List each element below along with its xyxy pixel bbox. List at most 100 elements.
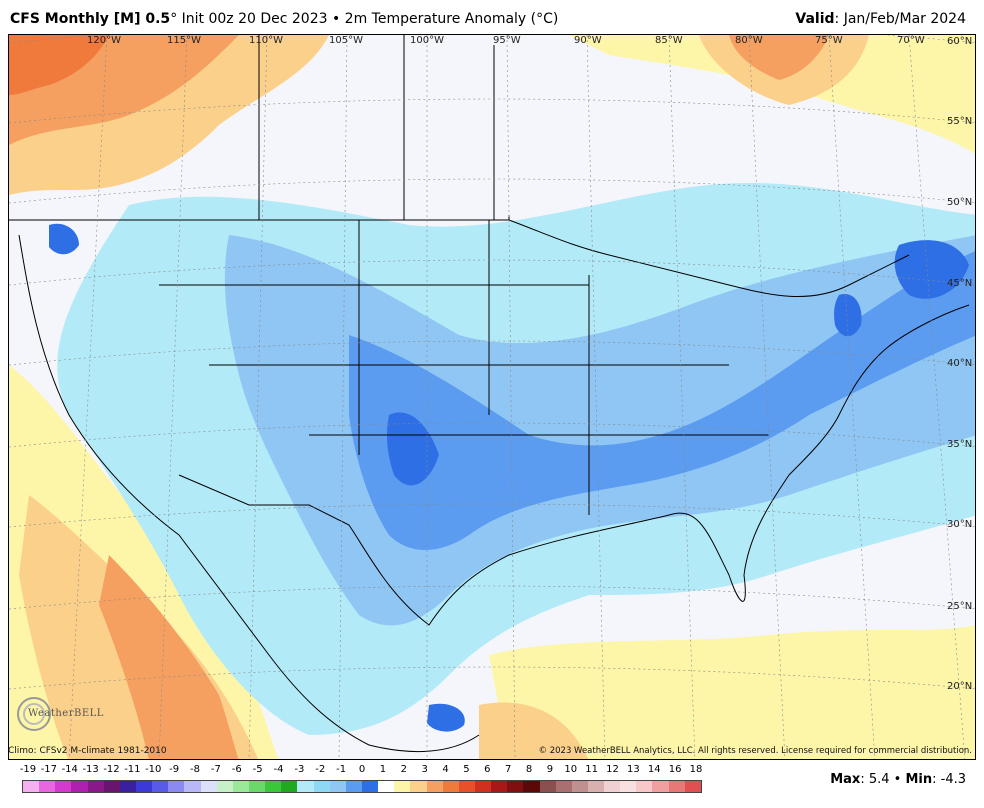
legend-swatch bbox=[604, 781, 621, 792]
lon-label-75w: 75°W bbox=[815, 35, 843, 46]
legend-label: 10 bbox=[564, 764, 578, 775]
cool-core-southern-plains bbox=[386, 412, 439, 486]
legend-swatch bbox=[652, 781, 669, 792]
legend-label: -4 bbox=[273, 764, 284, 775]
legend-swatch bbox=[184, 781, 201, 792]
lat-label-50n: 50°N bbox=[947, 197, 973, 208]
valid-period: Valid: Jan/Feb/Mar 2024 bbox=[795, 11, 966, 27]
legend-label: 7 bbox=[504, 764, 512, 775]
lat-label-55n: 55°N bbox=[947, 116, 973, 127]
legend-swatch bbox=[265, 781, 282, 792]
legend-label: 11 bbox=[585, 764, 598, 775]
legend-swatch bbox=[55, 781, 72, 792]
legend-label: 4 bbox=[442, 764, 449, 775]
legend-swatch bbox=[458, 781, 475, 792]
lon-label-115w: 115°W bbox=[167, 35, 201, 46]
anomaly-map: 120°W 115°W 110°W 105°W 100°W 95°W 90°W … bbox=[8, 34, 976, 760]
legend-swatch bbox=[571, 781, 588, 792]
lon-label-70w: 70°W bbox=[897, 35, 925, 46]
logo-swirl-icon bbox=[17, 697, 51, 731]
lat-label-45n: 45°N bbox=[947, 278, 973, 289]
lon-label-80w: 80°W bbox=[735, 35, 763, 46]
legend-swatch bbox=[426, 781, 443, 792]
warm-region-central-america bbox=[479, 702, 589, 759]
map-title-model: CFS Monthly [M] 0.5 bbox=[10, 11, 171, 27]
great-lakes-border bbox=[508, 219, 910, 298]
legend-swatch bbox=[620, 781, 637, 792]
logo-text: WeatherBELL bbox=[28, 708, 104, 719]
lon-label-105w: 105°W bbox=[329, 35, 363, 46]
legend-label: -8 bbox=[190, 764, 200, 775]
climo-note: Climo: CFSv2 M-climate 1981-2010 bbox=[8, 746, 167, 756]
legend-label: 13 bbox=[627, 764, 640, 775]
legend-label: -9 bbox=[169, 764, 180, 775]
map-title: CFS Monthly [M] 0.5° Init 00z 20 Dec 202… bbox=[10, 11, 558, 27]
legend-swatch bbox=[248, 781, 266, 792]
legend-label: -5 bbox=[252, 764, 263, 775]
legend-label: -1 bbox=[336, 764, 347, 775]
lon-label-100w: 100°W bbox=[410, 35, 444, 46]
legend-label: 0 bbox=[358, 764, 366, 775]
legend-label: 16 bbox=[668, 764, 682, 775]
min-label: Min bbox=[905, 772, 933, 787]
lat-label-30n: 30°N bbox=[947, 519, 973, 530]
warm-region-pacific-south-peak bbox=[99, 555, 239, 759]
max-min-readout: Max: 5.4 • Min: -4.3 bbox=[830, 772, 966, 787]
legend-swatch bbox=[684, 781, 701, 792]
legend-swatch bbox=[523, 781, 540, 792]
legend-swatch bbox=[442, 781, 459, 792]
warm-region-caribbean bbox=[489, 625, 975, 759]
color-legend: -19 -17 -14 -13 -12 -11 -10 -9 -8 -7 -6 -5 -4 -3 -2 -1 0… bbox=[19, 764, 703, 800]
legend-swatch bbox=[668, 781, 685, 792]
legend-label: 6 bbox=[484, 764, 491, 775]
lat-label-60n: 60°N bbox=[947, 36, 973, 47]
legend-label: 5 bbox=[463, 764, 470, 775]
lat-label-20n: 20°N bbox=[947, 681, 973, 692]
map-canvas bbox=[9, 35, 975, 759]
weatherbell-logo: WeatherBELL bbox=[14, 692, 104, 736]
legend-swatch bbox=[200, 781, 217, 792]
lon-label-110w: 110°W bbox=[249, 35, 283, 46]
legend-swatch bbox=[281, 781, 298, 792]
cool-region-medium bbox=[349, 251, 975, 550]
min-value: : -4.3 bbox=[932, 772, 966, 787]
legend-swatch bbox=[232, 781, 249, 792]
legend-swatch bbox=[361, 781, 379, 792]
us-south-east-coast bbox=[178, 304, 970, 626]
header: CFS Monthly [M] 0.5° Init 00z 20 Dec 202… bbox=[0, 0, 984, 34]
legend-label: -12 bbox=[103, 764, 120, 775]
legend-swatch bbox=[71, 781, 88, 792]
legend-label: -2 bbox=[315, 764, 326, 775]
legend-label: 2 bbox=[400, 764, 407, 775]
legend-label: -3 bbox=[294, 764, 305, 775]
cool-core-washington bbox=[49, 223, 79, 255]
legend-label: 9 bbox=[546, 764, 554, 775]
legend-label: -19 bbox=[19, 764, 37, 775]
max-label: Max bbox=[830, 772, 861, 787]
legend-label: 12 bbox=[606, 764, 619, 775]
lat-label-35n: 35°N bbox=[947, 439, 973, 450]
max-value: : 5.4 • bbox=[860, 772, 906, 787]
lon-label-85w: 85°W bbox=[655, 35, 683, 46]
cool-core-new-york bbox=[834, 294, 862, 337]
legend-label: 8 bbox=[525, 764, 533, 775]
legend-label: 18 bbox=[689, 764, 703, 775]
legend-swatch bbox=[636, 781, 653, 792]
legend-label: -17 bbox=[40, 764, 58, 775]
legend-swatch bbox=[39, 781, 56, 792]
legend-swatch bbox=[87, 781, 104, 792]
legend-label: -13 bbox=[82, 764, 99, 775]
map-title-details: ° Init 00z 20 Dec 2023 • 2m Temperature … bbox=[170, 11, 559, 27]
legend-swatch bbox=[329, 781, 346, 792]
warm-region-northwest-peak bbox=[9, 35, 109, 95]
legend-color-bar bbox=[22, 780, 702, 793]
warm-region-hudson-core bbox=[729, 35, 829, 80]
legend-swatch bbox=[587, 781, 605, 792]
copyright-note: © 2023 WeatherBELL Analytics, LLC. All r… bbox=[538, 746, 972, 756]
legend-swatch bbox=[103, 781, 120, 792]
legend-swatch bbox=[152, 781, 169, 792]
legend-swatch bbox=[168, 781, 185, 792]
legend-swatch bbox=[378, 781, 395, 792]
legend-swatch bbox=[345, 781, 362, 792]
cool-core-new-england bbox=[894, 240, 969, 299]
